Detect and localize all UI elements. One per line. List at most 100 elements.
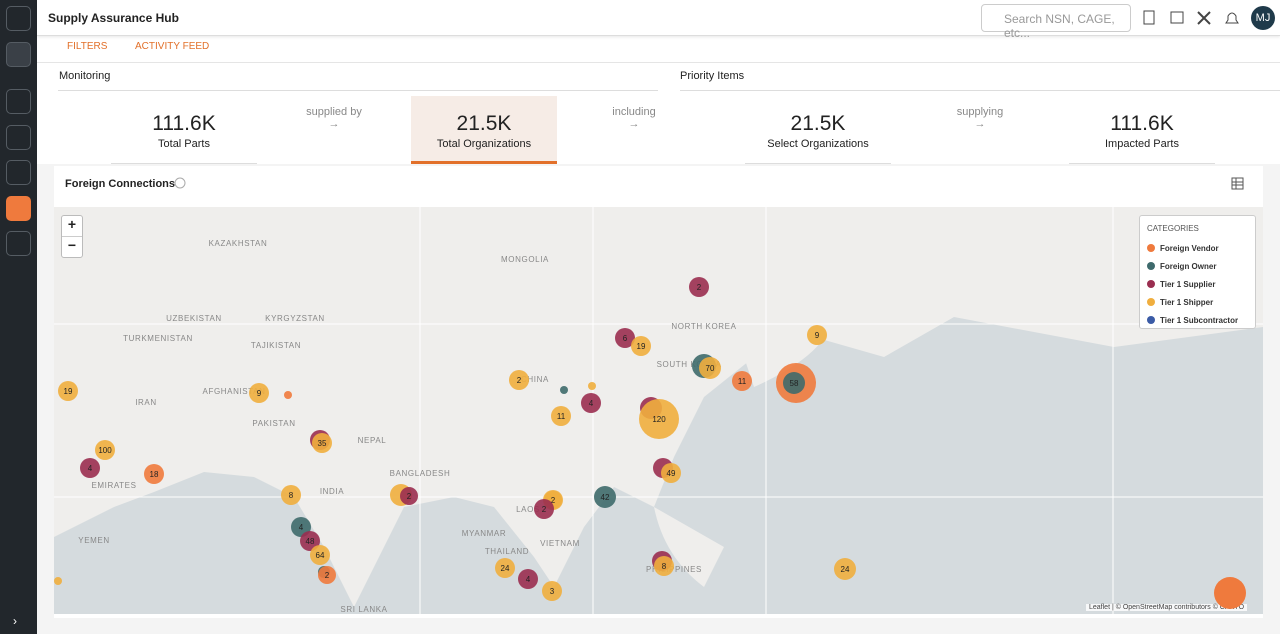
cluster-count: 48 [306,537,315,546]
cluster[interactable]: 3 [542,581,562,601]
cluster-circle [581,393,601,413]
nav-active[interactable] [6,196,31,221]
cluster[interactable]: 11 [551,406,571,426]
metric[interactable]: 111.6K Total Parts [111,96,257,164]
legend-item[interactable]: Foreign Vendor [1147,244,1219,253]
cluster-count: 42 [601,493,610,502]
expand[interactable]: › [13,614,17,628]
divider [680,90,1280,91]
cluster-circle [639,399,679,439]
cluster-circle [310,545,330,565]
nav-ideas[interactable] [6,231,31,256]
cluster[interactable]: 2 [318,566,336,584]
nav-home[interactable] [6,6,31,31]
cluster-circle [551,406,571,426]
cluster[interactable]: 9 [249,383,269,403]
zoom-out[interactable]: − [67,237,77,253]
cluster-circle [281,485,301,505]
cluster-count: 11 [738,377,747,386]
search[interactable]: Search NSN, CAGE, etc... [981,4,1131,40]
zoom-in[interactable]: + [62,216,82,237]
connector: including → [594,106,674,130]
cluster-circle [654,556,674,576]
sidebar: › [0,0,37,634]
table-icon[interactable] [1231,177,1245,191]
cluster-count: 35 [318,439,327,448]
cluster[interactable]: 2 [509,370,529,390]
info-icon[interactable] [174,177,188,191]
cluster[interactable]: 18 [144,464,164,484]
cluster[interactable]: 24 [495,558,515,578]
cluster[interactable]: 6 [615,328,635,348]
cluster[interactable]: 4 [581,393,601,413]
cluster-circle [300,531,320,551]
cluster[interactable]: 120 [639,399,679,439]
connector: supplying → [940,106,1020,130]
legend-item[interactable]: Tier 1 Subcontractor [1147,316,1238,325]
legend-item[interactable]: Tier 1 Shipper [1147,298,1213,307]
cluster[interactable]: 9 [807,325,827,345]
cluster[interactable]: 24 [834,558,856,580]
nav-links[interactable] [6,89,31,114]
cluster[interactable]: 35 [312,433,332,453]
country-label: AFGHANISTAN [203,387,266,396]
nav-dashboard[interactable] [6,42,31,67]
cluster-count: 19 [637,342,646,351]
tools-icon[interactable] [1197,11,1211,25]
cluster[interactable]: 48 [300,531,320,551]
country-label: EMIRATES [91,481,136,490]
cluster[interactable]: 2 [534,499,554,519]
cluster[interactable]: 4 [518,569,538,589]
country-label: YEMEN [78,536,109,545]
cluster-count: 24 [841,565,850,574]
metric-active[interactable]: 21.5K Total Organizations [411,96,557,164]
cluster[interactable]: 100 [95,440,115,460]
cluster[interactable]: 19 [631,336,651,356]
connector: supplied by → [294,106,374,130]
toolbar-icons[interactable] [1142,10,1242,26]
cluster[interactable]: 4 [80,458,100,478]
cluster-count: 2 [542,505,547,514]
land-philippines [654,507,724,587]
avatar[interactable]: MJ [1251,6,1275,30]
cluster[interactable]: 42 [594,486,616,508]
archive-icon[interactable] [1170,11,1184,24]
connector-text: including [612,106,656,118]
legend-item[interactable]: Foreign Owner [1147,262,1216,271]
cluster[interactable]: 11 [732,371,752,391]
cluster-count: 3 [550,587,555,596]
filters-button[interactable]: FILTERS [67,41,108,52]
legend-item[interactable]: Tier 1 Supplier [1147,280,1215,289]
nav-settings[interactable] [6,160,31,185]
legend-swatch [1147,262,1155,270]
metric[interactable]: 21.5K Select Organizations [745,96,891,164]
cluster[interactable]: 2 [400,487,418,505]
metric-label: Total Organizations [436,138,532,150]
cluster-circle [80,458,100,478]
activity-button[interactable]: ACTIVITY FEED [135,41,210,52]
cluster[interactable]: 8 [654,556,674,576]
nav-atom[interactable] [6,125,31,150]
bell-icon[interactable] [1225,12,1239,24]
map[interactable]: KAZAKHSTAN MONGOLIA UZBEKISTAN KYRGYZSTAN TU… [54,207,1263,614]
cluster-circle [699,357,721,379]
cluster[interactable]: 58 [783,372,805,394]
section-title: Priority Items [680,70,745,82]
cluster[interactable]: 19 [58,381,78,401]
export-icon[interactable] [1143,10,1155,25]
country-label: NEPAL [358,436,387,445]
country-label: MYANMAR [462,529,507,538]
cluster[interactable]: 2 [689,277,709,297]
cluster-count: 6 [623,334,628,343]
cluster-count: 9 [257,389,262,398]
cluster[interactable]: 49 [661,463,681,483]
cluster[interactable]: 70 [699,357,721,379]
cluster[interactable]: 8 [281,485,301,505]
map-dot [54,577,62,585]
metric[interactable]: 111.6K Impacted Parts [1069,96,1215,164]
cluster[interactable]: 64 [310,545,330,565]
map-dot [284,391,292,399]
chat-button[interactable] [1214,577,1246,609]
card-title: Foreign Connections [65,178,175,190]
